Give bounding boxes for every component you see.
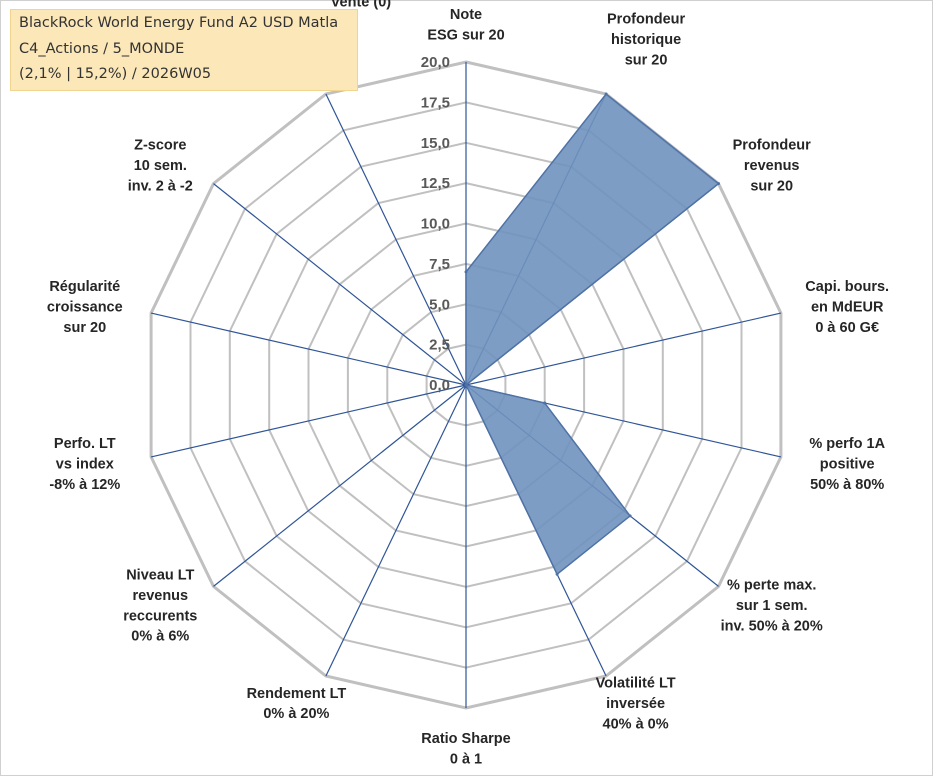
- axis-label: % perte max. sur 1 sem. inv. 50% à 20%: [721, 578, 823, 635]
- axis-label-line: Profondeur: [733, 138, 811, 154]
- axis-label-line: reccurents: [123, 608, 197, 624]
- radar-spoke: [213, 384, 467, 587]
- axis-label: Profondeur revenus sur 20: [733, 138, 811, 195]
- tick-label: 17,5: [421, 94, 450, 111]
- series-area: [464, 92, 720, 576]
- axis-label: Niveau LT revenus reccurents 0% à 6%: [123, 568, 197, 645]
- axis-label-line: % perte max.: [727, 578, 816, 594]
- axis-label-line: inv. 2 à -2: [128, 178, 193, 194]
- axis-label-line: Rendement LT: [247, 686, 347, 702]
- axis-label: Profondeur historique sur 20: [607, 12, 685, 69]
- tick-label: 15,0: [421, 135, 450, 152]
- axis-label-line: Note: [450, 7, 482, 23]
- axis-label-line: Volatilité LT: [596, 676, 676, 692]
- axis-label-line: historique: [611, 32, 681, 48]
- radar-spoke: [325, 93, 467, 386]
- axis-label-line: sur 1 sem.: [736, 598, 808, 614]
- chart-title-line-1: BlackRock World Energy Fund A2 USD Matla: [19, 15, 339, 31]
- radar-tick-labels: 0,0 2,5 5,0 7,5 10,0 12,5 15,0 17,5 20,0: [421, 54, 450, 394]
- axis-label: Note ESG sur 20: [427, 7, 504, 43]
- tick-label: 12,5: [421, 175, 450, 192]
- axis-label-line: inv. 50% à 20%: [721, 619, 823, 635]
- axis-label-line: Perfo. LT: [54, 436, 116, 452]
- series-point: [543, 401, 547, 405]
- series-point: [717, 182, 720, 186]
- axis-label-line: Capi. bours.: [805, 279, 889, 295]
- axis-label-line: vs index: [56, 457, 114, 473]
- axis-label: Rendement LT 0% à 20%: [247, 686, 347, 722]
- tick-label: 2,5: [429, 337, 450, 354]
- axis-label-line: Régularité: [49, 279, 120, 295]
- axis-label-line: Vente (0): [331, 0, 392, 10]
- axis-label-line: -8% à 12%: [49, 477, 120, 493]
- tick-label: 20,0: [421, 54, 450, 71]
- axis-label-line: sur 20: [750, 178, 793, 194]
- axis-label: Volatilité LT inversée 40% à 0%: [596, 676, 676, 733]
- axis-label: % perfo 1A positive 50% à 80%: [809, 436, 885, 493]
- radar-spoke: [213, 183, 467, 386]
- axis-label-line: Z-score: [134, 138, 186, 154]
- axis-label: Z-score 10 sem. inv. 2 à -2: [128, 138, 193, 195]
- radar-spoke: [465, 312, 782, 386]
- axis-label-line: revenus: [132, 588, 188, 604]
- axis-label: Perfo. LT vs index -8% à 12%: [49, 436, 120, 493]
- chart-title-line-2: C4_Actions / 5_MONDE: [19, 41, 185, 57]
- axis-label: Régularité croissance sur 20: [47, 279, 123, 336]
- axis-label-line: 0 à 1: [450, 751, 482, 767]
- axis-label-line: revenus: [744, 158, 800, 174]
- tick-label: 0,0: [429, 377, 450, 394]
- chart-title-box: BlackRock World Energy Fund A2 USD Matla…: [10, 9, 358, 91]
- chart-title-line-3: (2,1% | 15,2%) / 2026W05: [19, 66, 212, 82]
- axis-label-line: 0 à 60 G€: [815, 320, 879, 336]
- tick-label: 5,0: [429, 296, 450, 313]
- radar-axis-labels: Note ESG sur 20 Profondeur historique sur 20…: [47, 0, 889, 767]
- axis-label-line: 10 sem.: [134, 158, 187, 174]
- axis-label-line: sur 20: [625, 52, 668, 68]
- axis-label: Capi. bours. en MdEUR 0 à 60 G€: [805, 279, 889, 336]
- axis-label-line: en MdEUR: [811, 300, 884, 316]
- axis-label-line: sur 20: [63, 320, 106, 336]
- axis-label-line: Niveau LT: [126, 568, 194, 584]
- axis-label-line: % perfo 1A: [809, 436, 885, 452]
- series-point: [628, 514, 632, 518]
- axis-label-line: ESG sur 20: [427, 27, 504, 43]
- series-point: [464, 383, 468, 387]
- axis-label: MomentumAchat (20) /Vente (0): [322, 0, 400, 10]
- axis-label-line: 40% à 0%: [603, 716, 669, 732]
- axis-label-line: Ratio Sharpe: [421, 731, 510, 747]
- series-point: [555, 572, 559, 576]
- tick-label: 7,5: [429, 256, 450, 273]
- radar-series: [464, 92, 720, 576]
- axis-label-line: inversée: [606, 696, 665, 712]
- axis-label-line: croissance: [47, 300, 123, 316]
- axis-label-line: Profondeur: [607, 12, 685, 28]
- axis-label: Ratio Sharpe 0 à 1: [421, 731, 510, 767]
- axis-label-line: positive: [820, 457, 875, 473]
- axis-label-line: 0% à 20%: [263, 706, 329, 722]
- radar-spoke: [150, 312, 467, 386]
- series-point: [604, 92, 608, 96]
- tick-label: 10,0: [421, 216, 450, 233]
- series-point: [464, 270, 468, 274]
- axis-label-line: 0% à 6%: [131, 629, 189, 645]
- radar-spoke: [325, 384, 467, 677]
- axis-label-line: 50% à 80%: [810, 477, 884, 493]
- radar-spoke: [150, 384, 467, 458]
